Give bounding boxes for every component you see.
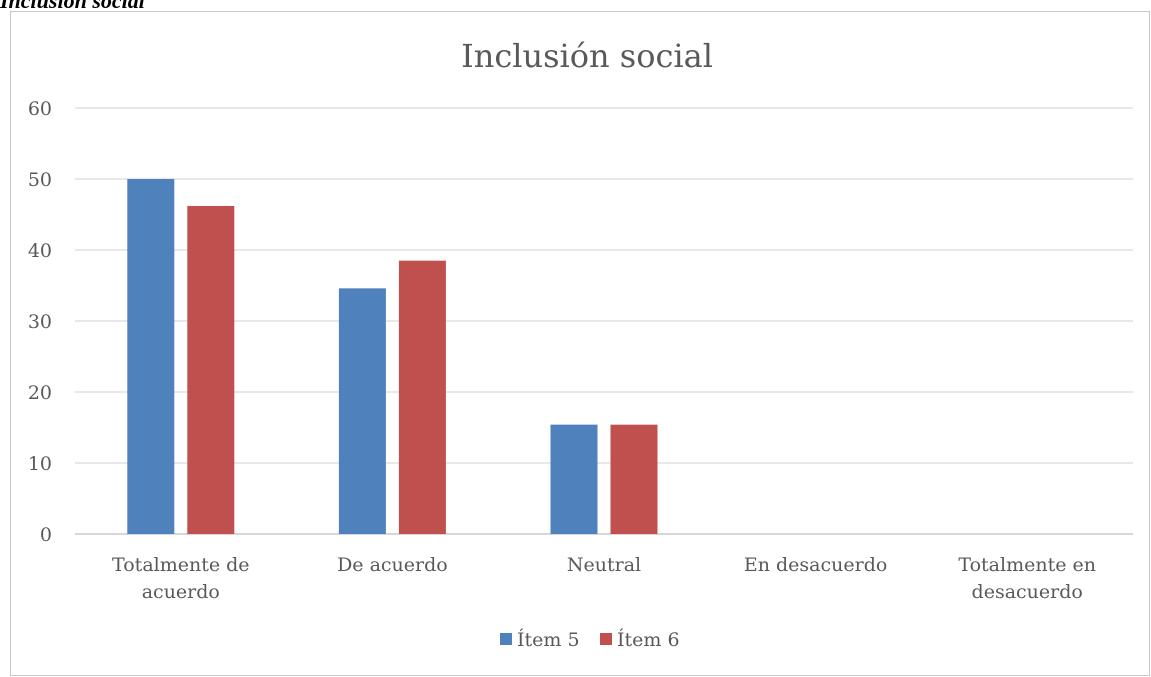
y-tick-label: 30 — [28, 311, 52, 333]
x-tick-label: Totalmente en — [958, 554, 1096, 576]
x-tick-label: Neutral — [567, 554, 641, 576]
bar — [127, 179, 175, 534]
gridlines — [75, 107, 1133, 535]
bar — [398, 260, 446, 534]
x-tick-label: De acuerdo — [337, 554, 448, 576]
legend-label: Ítem 5 — [517, 628, 580, 651]
bar — [610, 424, 658, 534]
y-axis-ticks: 0 10 20 30 40 50 60 — [28, 98, 52, 546]
legend-label: Ítem 6 — [617, 628, 680, 651]
y-tick-label: 0 — [40, 524, 52, 546]
bars — [127, 179, 658, 535]
legend-swatch — [500, 633, 512, 645]
legend-swatch — [600, 633, 612, 645]
y-tick-label: 40 — [28, 240, 52, 262]
x-axis-ticks: Totalmente de acuerdo De acuerdo Neutral En … — [112, 554, 1096, 603]
y-tick-label: 60 — [28, 98, 52, 120]
x-tick-label: Totalmente de — [112, 554, 250, 576]
y-tick-label: 50 — [28, 169, 52, 191]
figure-caption: Inclusión social — [0, 0, 145, 13]
x-tick-label: acuerdo — [142, 581, 220, 603]
chart-title: Inclusión social — [461, 37, 713, 75]
y-tick-label: 10 — [28, 453, 52, 475]
y-tick-label: 20 — [28, 382, 52, 404]
x-tick-label: En desacuerdo — [744, 554, 887, 576]
x-tick-label: desacuerdo — [972, 581, 1083, 603]
bar — [187, 205, 235, 535]
legend: Ítem 5 Ítem 6 — [500, 628, 680, 651]
bar — [550, 424, 598, 534]
bar — [338, 288, 386, 534]
